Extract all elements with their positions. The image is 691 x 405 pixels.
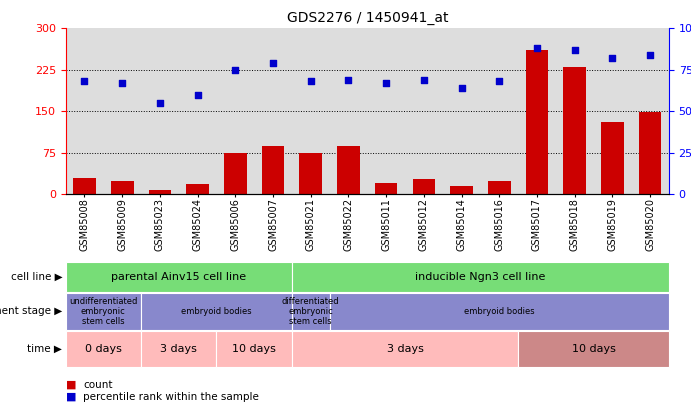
Text: parental Ainv15 cell line: parental Ainv15 cell line [111,272,246,282]
Bar [488,181,511,194]
Bar [111,181,133,194]
Point [531,45,542,51]
Bar [73,178,96,194]
Text: ■: ■ [66,392,76,402]
Text: 3 days: 3 days [386,344,424,354]
Text: 0 days: 0 days [85,344,122,354]
Text: count: count [83,380,113,390]
Point [343,77,354,83]
Text: GSM85020: GSM85020 [645,198,655,251]
Text: GSM85008: GSM85008 [79,198,90,251]
Text: GSM85011: GSM85011 [381,198,391,251]
Text: 10 days: 10 days [232,344,276,354]
Text: GSM85007: GSM85007 [268,198,278,251]
Point [381,80,392,86]
Bar [375,183,397,194]
Title: GDS2276 / 1450941_at: GDS2276 / 1450941_at [287,11,448,25]
Text: GSM85018: GSM85018 [569,198,580,251]
Point [493,78,504,85]
Text: GSM85016: GSM85016 [494,198,504,251]
Bar [601,122,624,194]
Text: inducible Ngn3 cell line: inducible Ngn3 cell line [415,272,546,282]
Text: GSM85022: GSM85022 [343,198,353,251]
Point [79,78,90,85]
Bar [337,146,360,194]
Bar [262,146,284,194]
Bar [299,153,322,194]
Point [569,47,580,53]
Text: differentiated
embryonic
stem cells: differentiated embryonic stem cells [282,296,339,326]
Point [267,60,278,66]
Point [305,78,316,85]
Point [154,100,165,106]
Text: GSM85006: GSM85006 [230,198,240,251]
Text: undifferentiated
embryonic
stem cells: undifferentiated embryonic stem cells [69,296,138,326]
Text: development stage ▶: development stage ▶ [0,307,62,316]
Bar [451,186,473,194]
Bar [563,67,586,194]
Text: GSM85023: GSM85023 [155,198,165,251]
Point [645,52,656,58]
Point [607,55,618,62]
Bar [224,153,247,194]
Bar [187,184,209,194]
Text: embryoid bodies: embryoid bodies [181,307,252,316]
Text: embryoid bodies: embryoid bodies [464,307,535,316]
Text: time ▶: time ▶ [28,344,62,354]
Text: GSM85009: GSM85009 [117,198,127,251]
Point [117,80,128,86]
Text: 3 days: 3 days [160,344,197,354]
Text: cell line ▶: cell line ▶ [10,272,62,282]
Bar [149,190,171,194]
Point [230,67,241,73]
Text: percentile rank within the sample: percentile rank within the sample [83,392,259,402]
Bar [526,51,548,194]
Bar [413,179,435,194]
Text: GSM85019: GSM85019 [607,198,617,251]
Text: GSM85014: GSM85014 [457,198,466,251]
Text: 10 days: 10 days [571,344,616,354]
Point [456,85,467,92]
Point [418,77,429,83]
Text: GSM85017: GSM85017 [532,198,542,251]
Text: GSM85024: GSM85024 [193,198,202,251]
Point [192,92,203,98]
Bar [638,113,661,194]
Text: GSM85012: GSM85012 [419,198,429,251]
Text: GSM85021: GSM85021 [305,198,316,251]
Text: ■: ■ [66,380,76,390]
